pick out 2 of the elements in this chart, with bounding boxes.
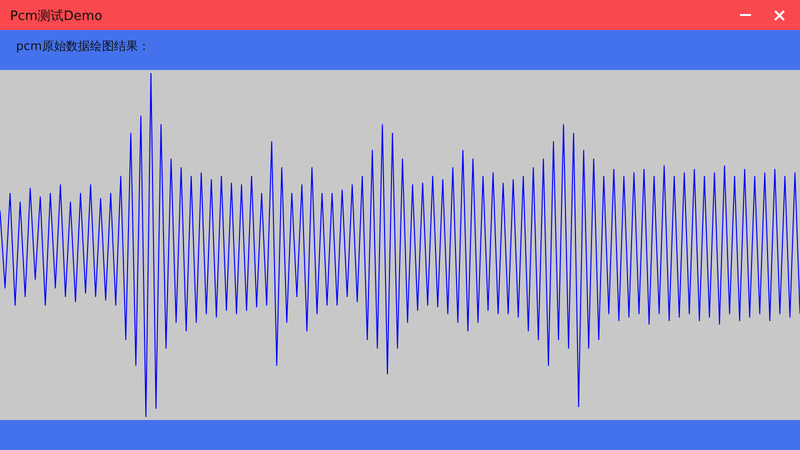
chart-title: Pcm测试Demo (10, 8, 102, 25)
chart-subtitle: pcm原始数据绘图结果： (16, 38, 150, 55)
